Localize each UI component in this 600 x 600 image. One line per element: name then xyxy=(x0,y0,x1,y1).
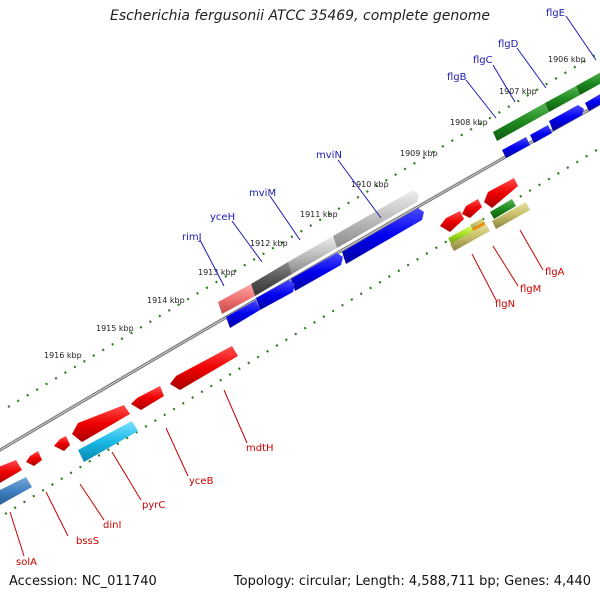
gene-feature xyxy=(72,405,130,442)
gene-feature xyxy=(26,451,42,466)
gene-feature xyxy=(493,103,549,141)
gene-label-flgD: flgD xyxy=(498,39,519,50)
reverse-gene-labels[interactable]: flgA flgM flgN mdtH yceB pyrC dinI bssS … xyxy=(16,267,565,568)
inner-tick-track xyxy=(4,146,600,515)
gene-feature xyxy=(530,125,552,143)
tick-label: 1916 kbp xyxy=(44,351,82,360)
gene-feature xyxy=(54,436,70,451)
forward-strand-genes[interactable] xyxy=(218,71,600,328)
gene-feature xyxy=(333,190,419,248)
tick-label: 1912 kbp xyxy=(250,239,288,248)
gene-feature xyxy=(0,477,32,505)
genome-summary-text: Topology: circular; Length: 4,588,711 bp… xyxy=(233,574,591,589)
tick-label: 1906 kbp xyxy=(548,55,586,64)
tick-label: 1907 kbp xyxy=(499,87,537,96)
gene-feature xyxy=(585,94,600,111)
gene-feature xyxy=(342,208,424,264)
gene-feature xyxy=(545,86,580,112)
gene-label-solA: solA xyxy=(16,557,37,568)
gene-label-yceB: yceB xyxy=(189,476,214,487)
accession-text: Accession: NC_011740 xyxy=(9,574,157,589)
gene-feature xyxy=(502,137,530,158)
gene-feature xyxy=(170,346,238,390)
gene-feature xyxy=(448,226,474,245)
gene-label-mviM: mviM xyxy=(249,188,276,199)
gene-feature xyxy=(78,421,138,462)
gene-label-pyrC: pyrC xyxy=(142,500,165,511)
map-title: Escherichia fergusonii ATCC 35469, compl… xyxy=(109,8,491,24)
reverse-strand-genes[interactable] xyxy=(0,178,530,506)
gene-feature xyxy=(450,224,490,251)
gene-label-bssS: bssS xyxy=(76,536,99,547)
gene-label-dinI: dinI xyxy=(103,520,121,531)
gene-label-mdtH: mdtH xyxy=(246,443,274,454)
gene-label-rimJ: rimJ xyxy=(182,232,202,243)
forward-gene-labels[interactable]: flgE flgD flgC flgB mviN mviM yceH rimJ xyxy=(182,8,565,243)
gene-label-flgC: flgC xyxy=(473,55,493,66)
gene-feature xyxy=(484,178,518,208)
tick-label: 1909 kbp xyxy=(400,149,438,158)
outer-tick-track xyxy=(7,50,600,408)
gene-label-yceH: yceH xyxy=(210,212,235,223)
gene-feature xyxy=(462,199,482,218)
gene-label-flgM: flgM xyxy=(520,284,541,295)
leader-lines xyxy=(9,15,597,557)
gene-label-flgN: flgN xyxy=(495,299,515,310)
gene-label-flgB: flgB xyxy=(447,72,467,83)
gene-feature xyxy=(226,300,260,328)
gene-label-flgE: flgE xyxy=(546,8,565,19)
tick-label: 1910 kbp xyxy=(351,180,389,189)
gene-feature xyxy=(218,284,255,314)
gene-feature xyxy=(0,460,22,483)
gene-feature xyxy=(492,202,530,229)
gene-feature xyxy=(251,262,292,296)
gene-feature xyxy=(440,211,464,232)
tick-label: 1908 kbp xyxy=(450,118,488,127)
gene-feature xyxy=(256,280,295,310)
gene-feature xyxy=(549,105,584,131)
gene-feature xyxy=(131,386,164,410)
gene-feature xyxy=(576,72,600,95)
tick-label: 1914 kbp xyxy=(147,296,185,305)
tick-label: 1911 kbp xyxy=(300,210,338,219)
tick-label: 1915 kbp xyxy=(96,324,134,333)
gene-label-mviN: mviN xyxy=(316,150,342,161)
gene-label-flgA: flgA xyxy=(545,267,565,278)
gene-feature xyxy=(288,236,337,274)
gene-feature xyxy=(291,253,343,291)
gene-feature xyxy=(490,199,516,219)
